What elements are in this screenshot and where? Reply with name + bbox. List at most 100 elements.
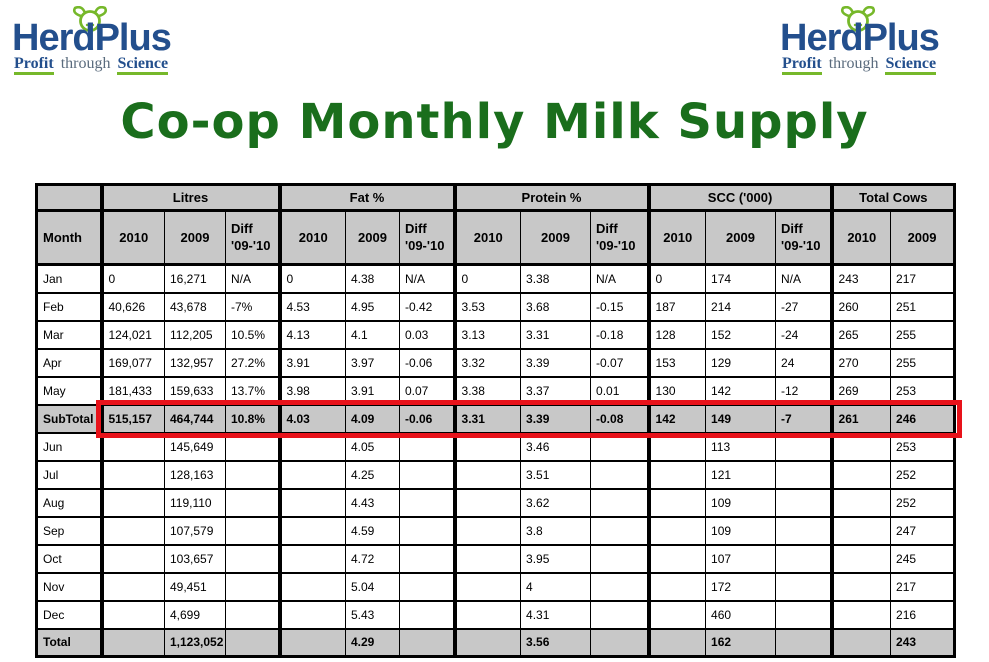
table-row-jun: Jun 145,649 4.05 3.46 113 253 xyxy=(36,431,956,462)
table-cell xyxy=(775,487,833,518)
herdplus-logo-right: HerdPlus Profit through Science xyxy=(780,6,980,82)
table-cell: 3.13 xyxy=(452,319,522,350)
brand-herd: Herd xyxy=(780,17,864,59)
table-cell: 1,123,052 xyxy=(164,627,226,658)
table-cell: 10.5% xyxy=(225,319,280,350)
table-cell xyxy=(646,515,707,546)
group-header-protein-: Protein % xyxy=(452,183,650,212)
table-cell: 13.7% xyxy=(225,375,280,406)
table-cell: 261 xyxy=(829,403,892,434)
table-cell xyxy=(775,571,833,602)
table-cell: 0 xyxy=(452,263,522,294)
table-cell: 3.51 xyxy=(520,459,592,490)
table-cell: 24 xyxy=(775,347,833,378)
tagline-through: through xyxy=(828,55,879,72)
table-row-apr: Apr 169,077 132,957 27.2% 3.91 3.97 -0.06 3.32 3… xyxy=(36,347,956,378)
table-cell: -0.18 xyxy=(590,319,650,350)
table-cell xyxy=(277,431,346,462)
table-cell: -0.07 xyxy=(590,347,650,378)
table-cell: 162 xyxy=(705,627,777,658)
table-cell xyxy=(99,627,165,658)
row-label: Feb xyxy=(36,291,102,322)
row-label: Jan xyxy=(36,263,102,294)
row-label: Sep xyxy=(36,515,102,546)
table-cell xyxy=(646,543,707,574)
table-body: Jan 0 16,271 N/A 0 4.38 N/A 0 3.38 N/A 0 174 N/A 243 2… xyxy=(36,263,956,658)
table-cell: 4.25 xyxy=(345,459,400,490)
table-cell: -27 xyxy=(775,291,833,322)
table-cell: 4.72 xyxy=(345,543,400,574)
table-row-feb: Feb 40,626 43,678 -7% 4.53 4.95 -0.42 3.53 3.68-… xyxy=(36,291,956,322)
table-cell: 169,077 xyxy=(99,347,165,378)
table-cell xyxy=(775,627,833,658)
table-cell: 107 xyxy=(705,543,777,574)
table-cell xyxy=(225,459,280,490)
table-cell xyxy=(99,515,165,546)
row-label: Jun xyxy=(36,431,102,462)
table-row-aug: Aug 119,110 4.43 3.62 109 252 xyxy=(36,487,956,518)
table-cell: 128,163 xyxy=(164,459,226,490)
table-cell: 243 xyxy=(829,263,892,294)
table-cell: 460 xyxy=(705,599,777,630)
table-cell: 10.8% xyxy=(225,403,280,434)
table-cell: 3.39 xyxy=(520,347,592,378)
column-header: 2010 xyxy=(99,209,165,266)
table-cell: 3.37 xyxy=(520,375,592,406)
table-cell: 121 xyxy=(705,459,777,490)
row-label: Apr xyxy=(36,347,102,378)
table-cell: 149 xyxy=(705,403,777,434)
column-header: 2009 xyxy=(890,209,956,266)
table-cell xyxy=(452,431,522,462)
table-cell xyxy=(277,599,346,630)
table-cell xyxy=(829,571,892,602)
table-cell: N/A xyxy=(775,263,833,294)
table-cell: 129 xyxy=(705,347,777,378)
row-label: Oct xyxy=(36,543,102,574)
table-cell: -24 xyxy=(775,319,833,350)
table-cell: 270 xyxy=(829,347,892,378)
table-cell xyxy=(277,543,346,574)
page-title: Co-op Monthly Milk Supply xyxy=(120,94,869,150)
table-cell: 0 xyxy=(646,263,707,294)
table-cell: 0.07 xyxy=(398,375,456,406)
table-head: Litres Fat % Protein % SCC ('000) Total Cows… xyxy=(36,183,956,266)
table-row-sep: Sep 107,579 4.59 3.8 109 247 xyxy=(36,515,956,546)
table-cell xyxy=(277,515,346,546)
row-label: Aug xyxy=(36,487,102,518)
table-row-nov: Nov 49,451 5.04 4 172 217 xyxy=(36,571,956,602)
table-cell xyxy=(590,571,650,602)
group-header-fat-: Fat % xyxy=(277,183,456,212)
table-cell: 247 xyxy=(890,515,956,546)
table-cell: 0 xyxy=(277,263,346,294)
table-cell xyxy=(225,627,280,658)
table-cell: 113 xyxy=(705,431,777,462)
table-cell xyxy=(775,515,833,546)
table-row-subtotal: SubTotal 515,157 464,744 10.8% 4.03 4.09 -0.06… xyxy=(36,403,956,434)
table-cell xyxy=(646,487,707,518)
table-cell: -0.06 xyxy=(398,347,456,378)
table-cell: 107,579 xyxy=(164,515,226,546)
table-cell: 4,699 xyxy=(164,599,226,630)
table-cell: 0.01 xyxy=(590,375,650,406)
table-cell xyxy=(452,543,522,574)
column-header: 2010 xyxy=(829,209,892,266)
table-cell: 253 xyxy=(890,375,956,406)
table-cell: 246 xyxy=(890,403,956,434)
table-cell: 3.32 xyxy=(452,347,522,378)
table-cell xyxy=(398,459,456,490)
table-cell xyxy=(775,459,833,490)
table-cell xyxy=(829,543,892,574)
table-cell: -7% xyxy=(225,291,280,322)
table-cell xyxy=(452,459,522,490)
table-cell xyxy=(398,543,456,574)
row-label: May xyxy=(36,375,102,406)
table-cell xyxy=(829,627,892,658)
table-cell: 119,110 xyxy=(164,487,226,518)
table-cell: 128 xyxy=(646,319,707,350)
table-cell xyxy=(277,459,346,490)
table-cell: 187 xyxy=(646,291,707,322)
table-cell: -0.42 xyxy=(398,291,456,322)
column-header: Diff '09-'10 xyxy=(775,209,833,266)
table-cell: 3.38 xyxy=(452,375,522,406)
table-cell xyxy=(452,627,522,658)
